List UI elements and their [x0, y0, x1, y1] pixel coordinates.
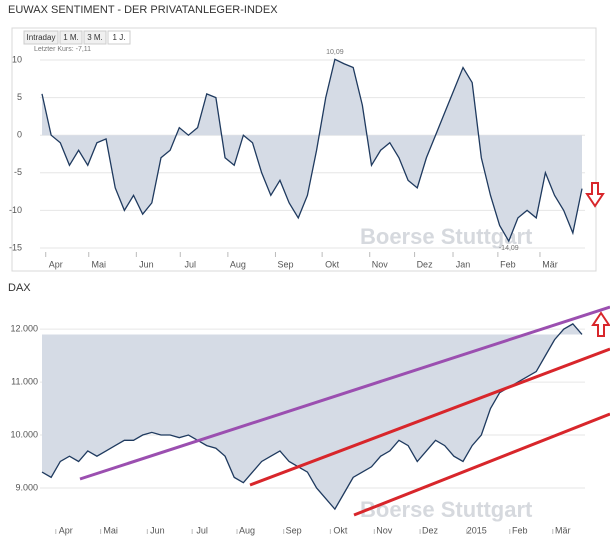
range-button[interactable] — [83, 30, 107, 45]
x-tick-label: Nov — [372, 259, 389, 269]
x-tick-label: Apr — [49, 259, 63, 269]
y-tick-label: 5 — [17, 92, 22, 102]
range-button-label[interactable]: 1 M. — [63, 33, 79, 42]
y-tick-label: 9.000 — [15, 482, 38, 492]
y-tick-label: 10.000 — [10, 429, 38, 439]
x-tick-label: Aug — [239, 525, 255, 535]
area — [42, 323, 582, 510]
annotation: 10,09 — [326, 49, 344, 56]
range-button[interactable] — [107, 30, 131, 45]
x-tick-label: Dez — [417, 259, 434, 269]
x-tick-label: Aug — [230, 259, 246, 269]
x-tick-label: Jan — [456, 259, 471, 269]
x-tick-label: Feb — [512, 525, 528, 535]
y-tick-label: 0 — [17, 130, 22, 140]
y-tick-label: -10 — [9, 205, 22, 215]
chart-title: EUWAX SENTIMENT - DER PRIVATANLEGER-INDE… — [8, 4, 278, 16]
line — [41, 323, 583, 511]
range-button-label[interactable]: Intraday — [27, 33, 56, 42]
x-tick-label: Sep — [277, 259, 293, 269]
line — [41, 58, 583, 243]
x-tick-label: Jun — [139, 259, 154, 269]
x-tick-label: 2015 — [467, 525, 487, 535]
y-tick-label: 12.000 — [10, 324, 38, 334]
y-tick-label: -15 — [9, 242, 22, 252]
x-tick-label: Jul — [185, 259, 197, 269]
x-tick-label: Feb — [500, 259, 516, 269]
x-tick-label: Dez — [422, 525, 439, 535]
x-tick-label: Okt — [333, 525, 348, 535]
x-tick-label: Sep — [286, 525, 302, 535]
x-tick-label: Jul — [196, 525, 208, 535]
x-tick-label: Mär — [555, 525, 571, 535]
range-button-label[interactable]: 3 M. — [87, 33, 103, 42]
y-tick-label: 10 — [12, 54, 22, 64]
chart-title: DAX — [8, 282, 31, 294]
arrow-down — [585, 182, 605, 208]
top-frame — [11, 27, 597, 272]
annotation: Letzter Kurs: -7,11 — [34, 46, 91, 53]
trend-line — [79, 305, 610, 481]
x-tick-label: Mai — [103, 525, 118, 535]
watermark: Boerse Stuttgart — [360, 497, 533, 522]
range-button[interactable] — [59, 30, 83, 45]
x-tick-label: Apr — [59, 525, 73, 535]
y-tick-label: -5 — [14, 167, 22, 177]
range-button-label[interactable]: 1 J. — [113, 33, 126, 42]
y-tick-label: 11.000 — [11, 376, 38, 386]
trend-line — [353, 412, 610, 517]
annotation: -14,09 — [499, 245, 519, 252]
area — [42, 59, 582, 242]
trend-line — [249, 347, 610, 487]
arrow-up — [591, 311, 610, 337]
overlay — [79, 182, 610, 517]
x-tick-label: Mai — [91, 259, 106, 269]
x-tick-label: Okt — [325, 259, 340, 269]
x-tick-label: Jun — [150, 525, 165, 535]
range-button[interactable] — [23, 30, 59, 45]
x-tick-label: Nov — [376, 525, 393, 535]
x-tick-label: Mär — [542, 259, 558, 269]
